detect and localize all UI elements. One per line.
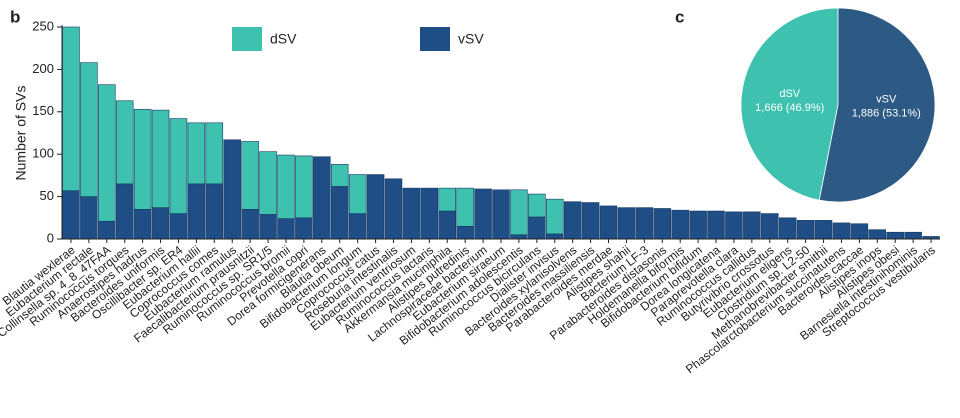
bar-segment [241,209,259,240]
y-tick-label: 200 [32,61,54,76]
bar-segment [814,220,833,240]
bar-segment [492,189,510,240]
bar-segment [528,216,546,240]
bar-segment [581,202,600,240]
legend-label: dSV [270,31,297,47]
bar-segment [330,186,349,240]
y-axis-label: Number of SVs [13,86,29,181]
y-tick-label: 50 [40,188,54,203]
bar-segment [653,208,672,240]
bar-segment [599,205,618,240]
legend-swatch [232,27,262,51]
bar-segment [169,213,188,240]
bar-segment [438,210,457,240]
y-tick-label: 250 [32,18,54,33]
bar-segment [456,187,474,227]
bar-segment [187,122,206,185]
bar-segment [98,84,116,222]
bar-segment [115,183,134,240]
bar-segment [528,193,546,218]
bar-segment [133,108,152,210]
bar-segment [778,217,797,240]
bar-segment [832,222,851,240]
y-tick-label: 100 [32,146,54,161]
bar-segment [510,189,528,236]
legend-label: vSV [458,31,484,47]
bar-segment [635,207,654,240]
bar-segment [223,139,241,240]
bar-segment [62,26,80,191]
bar-segment [563,201,582,240]
pie-value-label: 1,886 (53.1%) [852,108,921,120]
y-tick-label: 150 [32,103,54,118]
bar-segment [886,231,904,240]
bar-segment [115,100,134,185]
bar-segment [151,109,170,208]
bar-segment [80,62,98,197]
bar-segment [796,220,815,240]
bar-segment [420,187,439,240]
bar-segment [277,154,295,219]
bar-segment [205,122,224,185]
bar-segment [868,229,887,240]
bar-segment [510,234,528,240]
panel-label: b [10,7,20,26]
bar-segment [761,213,779,240]
bar-segment [904,231,922,240]
bar-segment [545,198,564,235]
bar-segment [366,174,385,240]
bar-segment [259,214,277,240]
pie-slice [818,7,936,203]
bar-segment [80,196,98,240]
bar-segment [474,188,492,240]
bar-segment [725,211,743,240]
y-tick-label: 0 [47,230,54,245]
bar-segment [743,211,761,240]
bar-segment [169,118,188,214]
bar-segment [295,155,313,219]
pie-slice [740,7,839,201]
pie-value-label: 1,666 (46.9%) [755,102,824,114]
pie-label: dSV [779,88,800,100]
bar-segment [277,218,295,240]
bar-segment [689,210,707,240]
bar-segment [295,217,313,240]
legend-swatch [420,27,450,51]
bar-segment [348,213,367,240]
bar-segment [241,141,259,210]
panel-label: c [675,7,684,26]
bar-segment [545,233,564,240]
bar-segment [438,187,457,212]
bar-segment [205,183,224,240]
bar-segment [850,223,869,240]
bar-segment [456,225,474,240]
bar-segment [671,209,689,240]
pie-label: vSV [876,94,897,106]
bar-segment [707,210,725,240]
bar-segment [151,207,170,240]
bar-segment [259,151,277,215]
bar-segment [187,183,206,240]
bar-segment [348,174,367,214]
bar-segment [330,164,349,187]
bar-segment [313,156,331,240]
bar-segment [402,187,421,240]
bar-segment [98,220,116,240]
bar-segment [384,178,403,240]
bar-segment [617,207,636,240]
bar-segment [133,209,152,240]
bar-segment [62,190,80,240]
